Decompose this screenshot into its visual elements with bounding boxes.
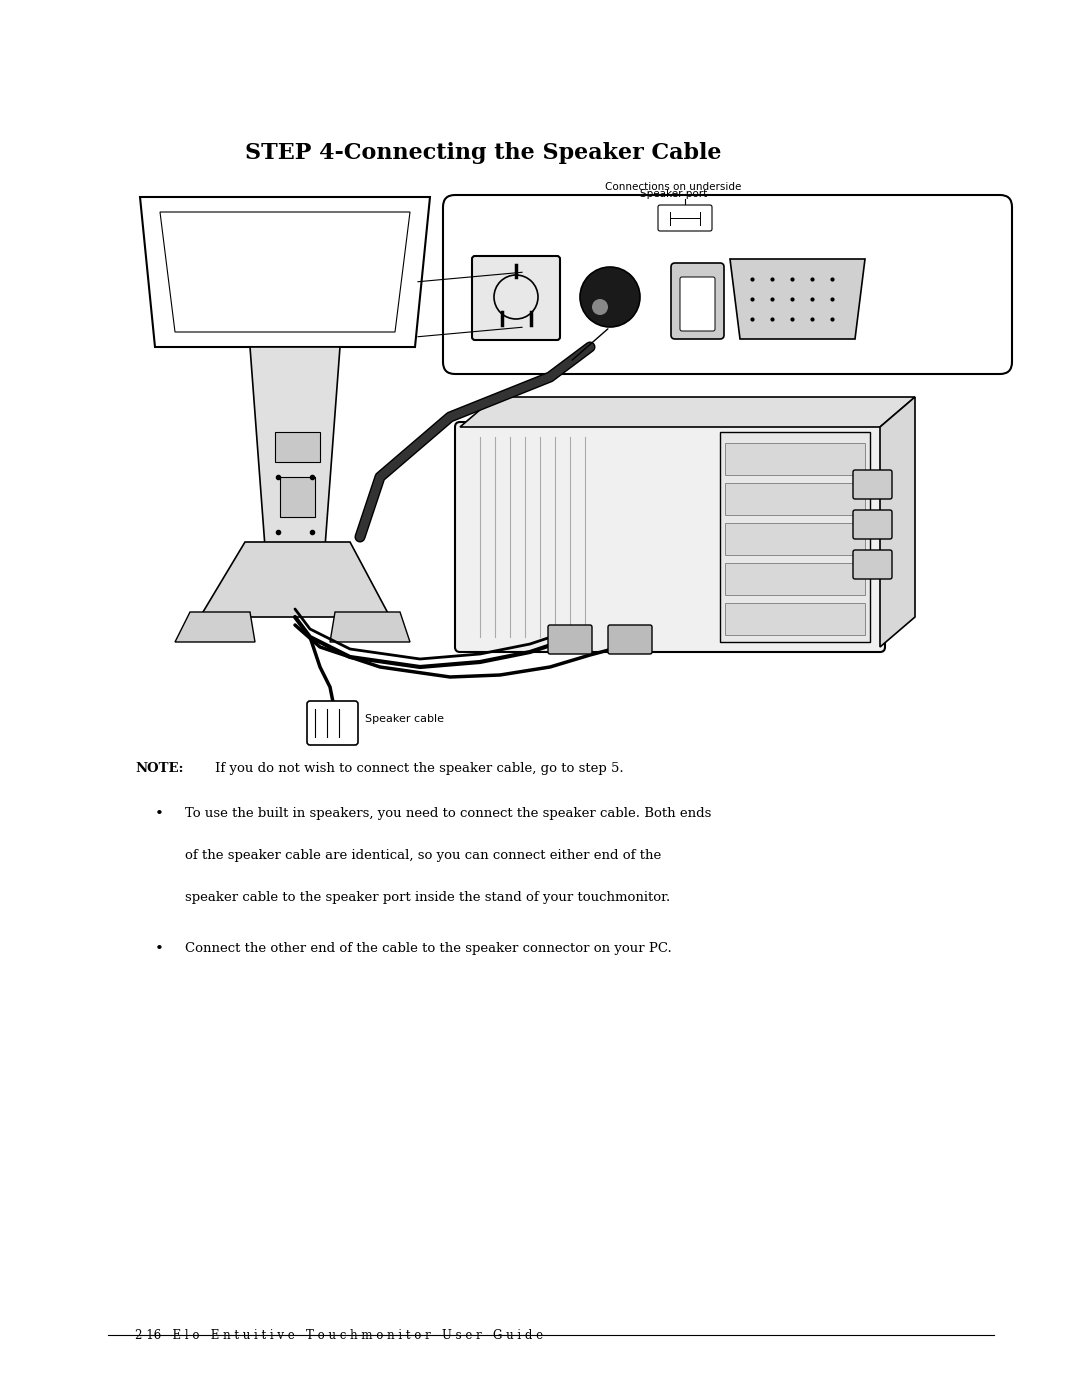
FancyBboxPatch shape — [472, 256, 561, 339]
Text: speaker cable to the speaker port inside the stand of your touchmonitor.: speaker cable to the speaker port inside… — [185, 891, 671, 904]
Polygon shape — [200, 542, 390, 617]
FancyBboxPatch shape — [853, 469, 892, 499]
Polygon shape — [140, 197, 430, 346]
FancyBboxPatch shape — [307, 701, 357, 745]
FancyBboxPatch shape — [658, 205, 712, 231]
Circle shape — [580, 267, 640, 327]
Text: Connections on underside: Connections on underside — [605, 182, 741, 191]
Text: Speaker cable: Speaker cable — [365, 714, 444, 724]
FancyBboxPatch shape — [608, 624, 652, 654]
Text: To use the built in speakers, you need to connect the speaker cable. Both ends: To use the built in speakers, you need t… — [185, 807, 712, 820]
Polygon shape — [460, 397, 915, 427]
Bar — [725, 522, 865, 555]
Polygon shape — [880, 397, 915, 647]
Text: STEP 4-Connecting the Speaker Cable: STEP 4-Connecting the Speaker Cable — [245, 142, 721, 163]
Polygon shape — [175, 612, 255, 643]
FancyBboxPatch shape — [455, 422, 885, 652]
Polygon shape — [249, 346, 340, 548]
Text: of the speaker cable are identical, so you can connect either end of the: of the speaker cable are identical, so y… — [185, 849, 661, 862]
Bar — [725, 604, 865, 636]
Bar — [725, 443, 865, 475]
Text: Speaker port: Speaker port — [640, 189, 707, 198]
Polygon shape — [730, 258, 865, 339]
Text: 2-16   E l o   E n t u i t i v e   T o u c h m o n i t o r   U s e r   G u i d e: 2-16 E l o E n t u i t i v e T o u c h m… — [135, 1329, 543, 1343]
Text: NOTE:: NOTE: — [135, 761, 184, 775]
FancyBboxPatch shape — [853, 550, 892, 578]
FancyBboxPatch shape — [671, 263, 724, 339]
FancyBboxPatch shape — [853, 510, 892, 539]
Circle shape — [592, 299, 608, 314]
FancyBboxPatch shape — [680, 277, 715, 331]
Polygon shape — [330, 612, 410, 643]
Text: If you do not wish to connect the speaker cable, go to step 5.: If you do not wish to connect the speake… — [215, 761, 623, 775]
Text: •: • — [156, 807, 164, 821]
Bar — [280, 476, 315, 517]
Bar — [275, 432, 320, 462]
FancyBboxPatch shape — [548, 624, 592, 654]
Text: •: • — [156, 942, 164, 956]
Bar — [725, 563, 865, 595]
Bar — [720, 432, 870, 643]
Bar — [725, 483, 865, 515]
Text: Connect the other end of the cable to the speaker connector on your PC.: Connect the other end of the cable to th… — [185, 942, 672, 956]
FancyBboxPatch shape — [443, 196, 1012, 374]
